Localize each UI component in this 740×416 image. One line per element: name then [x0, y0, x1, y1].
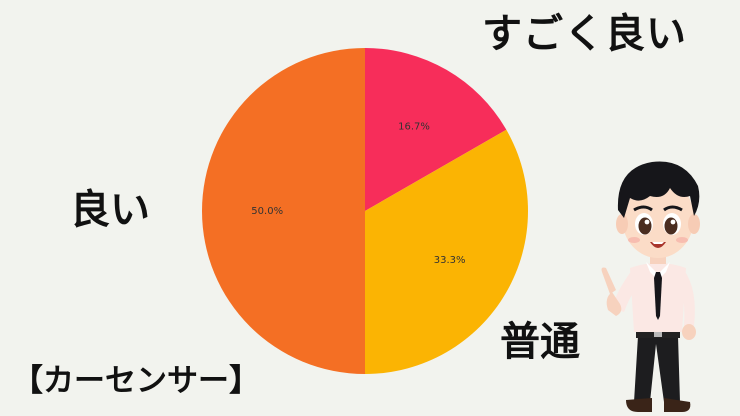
slice-label-ok: 普通 [500, 319, 580, 365]
pie-chart: 16.7% 33.3% 50.0% [200, 46, 530, 376]
pie-pct-label-1: 33.3% [434, 255, 466, 266]
pie-slice-2 [202, 48, 365, 374]
pie-chart-svg: 16.7% 33.3% 50.0% [202, 48, 528, 374]
pie-slice-0 [365, 48, 507, 211]
pointing-businessman-illustration [601, 161, 700, 412]
pie-slice-1 [365, 129, 528, 374]
slice-label-good: 良い [70, 187, 150, 233]
slice-label-great: すごく良い [482, 11, 687, 57]
pie-pct-label-0: 16.7% [398, 121, 430, 132]
brand-caption: 【カーセンサー】 [12, 363, 260, 399]
pie-pct-label-2: 50.0% [251, 206, 283, 217]
